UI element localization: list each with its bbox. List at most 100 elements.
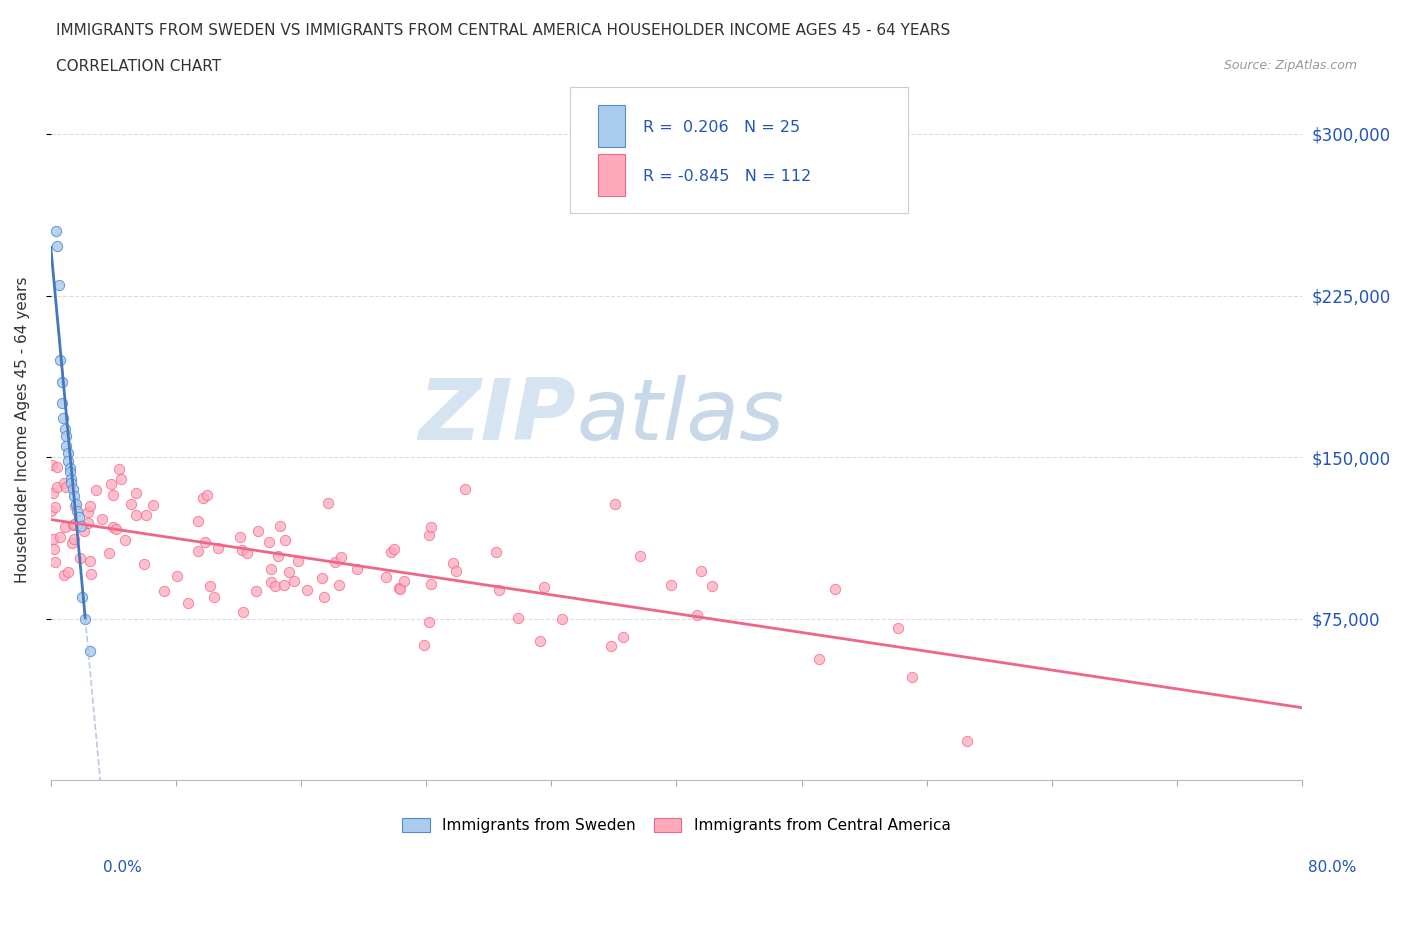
Point: [120, 497, 142, 512]
Legend: Immigrants from Sweden, Immigrants from Central America: Immigrants from Sweden, Immigrants from …: [396, 812, 956, 839]
Point: [900, 670, 922, 684]
Point: [41, 485, 63, 500]
Point: [246, 524, 269, 538]
Point: [418, 528, 440, 543]
Point: [52, 568, 75, 583]
Point: [824, 582, 846, 597]
Text: 0.0%: 0.0%: [103, 860, 142, 875]
Point: [887, 620, 910, 635]
Point: [195, 487, 218, 502]
Text: R = -0.845   N = 112: R = -0.845 N = 112: [643, 169, 811, 184]
Point: [259, 535, 281, 550]
Point: [60, 472, 83, 486]
Point: [114, 533, 136, 548]
Point: [84, 482, 107, 497]
Point: [56, 454, 79, 469]
Point: [659, 578, 682, 592]
Text: R =  0.206   N = 25: R = 0.206 N = 25: [643, 120, 800, 135]
Point: [79, 554, 101, 569]
Point: [79, 498, 101, 513]
Point: [152, 584, 174, 599]
Point: [44, 500, 66, 515]
Point: [346, 562, 368, 577]
Point: [58, 565, 80, 579]
Point: [529, 633, 551, 648]
Point: [69, 519, 91, 534]
Point: [260, 575, 283, 590]
Text: IMMIGRANTS FROM SWEDEN VS IMMIGRANTS FROM CENTRAL AMERICA HOUSEHOLDER INCOME AGE: IMMIGRANTS FROM SWEDEN VS IMMIGRANTS FRO…: [56, 23, 950, 38]
Point: [46, 238, 69, 253]
Point: [207, 540, 229, 555]
Text: 80.0%: 80.0%: [1309, 860, 1357, 875]
Point: [444, 564, 467, 578]
Point: [51, 374, 73, 389]
Point: [314, 590, 336, 604]
Point: [191, 491, 214, 506]
Point: [135, 508, 157, 523]
Point: [690, 564, 713, 578]
Point: [91, 512, 114, 526]
Point: [392, 574, 415, 589]
Point: [278, 565, 301, 579]
Point: [39, 504, 62, 519]
Point: [53, 421, 76, 436]
Text: atlas: atlas: [576, 375, 785, 458]
FancyBboxPatch shape: [598, 104, 626, 147]
Point: [508, 611, 530, 626]
Point: [49, 530, 72, 545]
Point: [125, 485, 148, 500]
Point: [488, 583, 510, 598]
Point: [418, 615, 440, 630]
Point: [700, 578, 723, 593]
Point: [53, 520, 76, 535]
Point: [628, 549, 651, 564]
Text: CORRELATION CHART: CORRELATION CHART: [56, 59, 221, 73]
Point: [77, 516, 100, 531]
Point: [420, 577, 443, 591]
Point: [245, 583, 267, 598]
Point: [316, 495, 339, 510]
Point: [59, 460, 82, 475]
Point: [46, 460, 69, 475]
Point: [108, 462, 131, 477]
Point: [46, 480, 69, 495]
Point: [52, 475, 75, 490]
Point: [142, 497, 165, 512]
Point: [808, 651, 831, 666]
Point: [166, 568, 188, 583]
Point: [263, 578, 285, 593]
Point: [955, 734, 977, 749]
Point: [60, 475, 83, 490]
Point: [605, 497, 627, 512]
Point: [110, 472, 132, 486]
Point: [101, 520, 124, 535]
Point: [204, 590, 226, 604]
Point: [231, 543, 253, 558]
Point: [44, 554, 66, 569]
Point: [329, 550, 352, 565]
Point: [612, 630, 634, 644]
Point: [103, 487, 125, 502]
Point: [533, 579, 555, 594]
Point: [283, 573, 305, 588]
Point: [287, 553, 309, 568]
Point: [59, 465, 82, 480]
Point: [100, 476, 122, 491]
Point: [79, 644, 101, 658]
Point: [72, 524, 94, 538]
Point: [198, 578, 221, 593]
Point: [600, 638, 623, 653]
Point: [60, 536, 83, 551]
Point: [67, 510, 90, 525]
Point: [75, 611, 97, 626]
Point: [323, 554, 346, 569]
Point: [42, 532, 65, 547]
Point: [273, 578, 295, 592]
Point: [551, 611, 574, 626]
Point: [62, 516, 84, 531]
Point: [194, 534, 217, 549]
Point: [41, 458, 63, 472]
Point: [62, 517, 84, 532]
Point: [454, 482, 477, 497]
FancyBboxPatch shape: [569, 87, 908, 213]
